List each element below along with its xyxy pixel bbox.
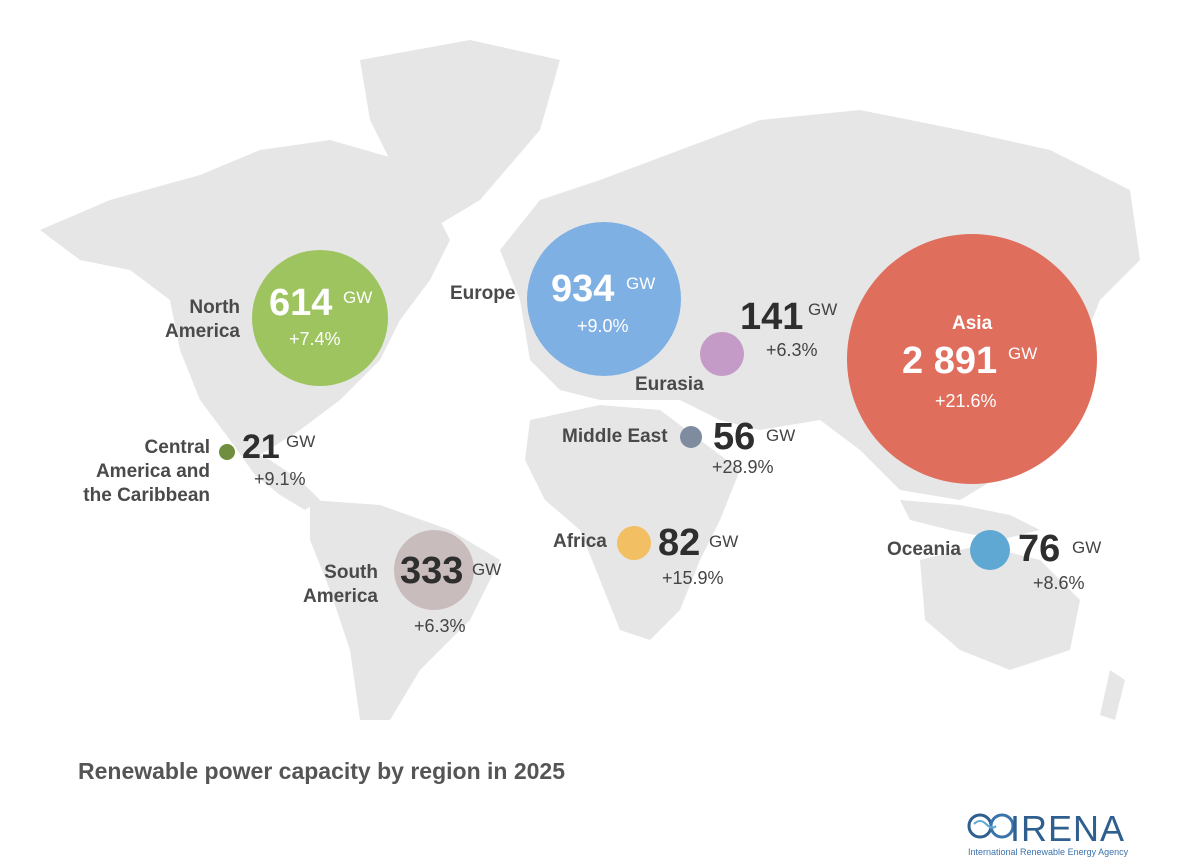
- africa-bubble: [617, 526, 651, 560]
- north-america-value: 614: [269, 282, 333, 324]
- oceania-change: +8.6%: [1033, 573, 1085, 593]
- australia-landmass: [920, 545, 1080, 670]
- oceania-value: 76: [1018, 528, 1061, 570]
- irena-logo-icon: [967, 813, 1015, 839]
- asia-change: +21.6%: [935, 391, 997, 411]
- europe-value: 934: [551, 268, 615, 310]
- chart-title: Renewable power capacity by region in 20…: [78, 758, 566, 784]
- oceania-unit: GW: [1072, 538, 1102, 557]
- asia-label: Asia: [952, 313, 993, 334]
- central-america-bubble: [219, 444, 235, 460]
- logo-name: IRENA: [1010, 808, 1126, 849]
- eurasia-value: 141: [740, 296, 804, 338]
- central-america-unit: GW: [286, 432, 316, 451]
- south-america-landmass: [310, 500, 500, 720]
- south-america-value: 333: [400, 550, 464, 592]
- central-america-landmass: [230, 440, 320, 510]
- africa-landmass: [525, 405, 740, 640]
- south-america-change: +6.3%: [414, 616, 466, 636]
- north-america-change: +7.4%: [289, 329, 341, 349]
- asia-value: 2 891: [902, 340, 998, 382]
- south-america-label: South America: [303, 562, 378, 607]
- new-zealand-landmass: [1100, 670, 1125, 720]
- central-america-label: Central America and the Caribbean: [83, 437, 210, 506]
- eurasia-change: +6.3%: [766, 340, 818, 360]
- asia-bubble: [847, 234, 1097, 484]
- africa-change: +15.9%: [662, 568, 724, 588]
- eurasia-bubble: [700, 332, 744, 376]
- logo-subtitle: International Renewable Energy Agency: [968, 847, 1129, 857]
- africa-unit: GW: [709, 532, 739, 551]
- europe-unit: GW: [626, 274, 656, 293]
- central-america-change: +9.1%: [254, 469, 306, 489]
- asia-unit: GW: [1008, 344, 1038, 363]
- africa-label: Africa: [553, 531, 607, 552]
- middle-east-bubble: [680, 426, 702, 448]
- north-america-label: North America: [165, 297, 240, 342]
- greenland-landmass: [360, 40, 560, 230]
- north-america-landmass: [40, 140, 450, 455]
- eurasia-unit: GW: [808, 300, 838, 319]
- oceania-bubble: [970, 530, 1010, 570]
- south-america-bubble: [394, 530, 474, 610]
- north-america-bubble: [252, 250, 388, 386]
- europe-label: Europe: [450, 283, 516, 304]
- central-america-value: 21: [242, 428, 280, 466]
- middle-east-value: 56: [713, 416, 756, 458]
- europe-bubble: [527, 222, 681, 376]
- africa-value: 82: [658, 522, 701, 564]
- north-america-unit: GW: [343, 288, 373, 307]
- oceania-label: Oceania: [887, 539, 961, 560]
- south-america-unit: GW: [472, 560, 502, 579]
- middle-east-change: +28.9%: [712, 457, 774, 477]
- europe-change: +9.0%: [577, 316, 629, 336]
- middle-east-unit: GW: [766, 426, 796, 445]
- southeast-asia-islands: [900, 500, 1040, 540]
- middle-east-label: Middle East: [562, 426, 668, 447]
- eurasia-label: Eurasia: [635, 374, 704, 395]
